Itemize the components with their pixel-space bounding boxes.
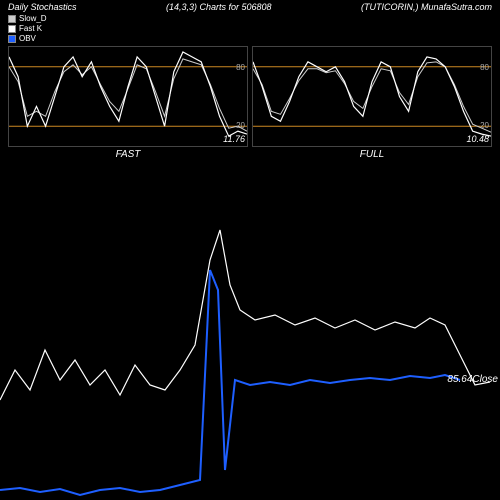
fast-chart: 80 20 11.76 FAST (8, 46, 248, 147)
axis-label: 20 (236, 121, 245, 130)
full-label: FULL (360, 149, 384, 160)
top-charts-row: 80 20 11.76 FAST 80 20 10.48 FULL (0, 44, 500, 149)
legend-fast-k: Fast K (8, 24, 492, 34)
title-center: (14,3,3) Charts for 506808 (166, 2, 272, 12)
legend-slow-d: Slow_D (8, 14, 492, 24)
close-label: 85.64Close (447, 374, 498, 385)
legend-obv: OBV (8, 34, 492, 44)
chart-header: Daily Stochastics (14,3,3) Charts for 50… (0, 0, 500, 14)
main-chart: 85.64Close (0, 170, 500, 500)
title-left: Daily Stochastics (8, 2, 77, 12)
full-chart: 80 20 10.48 FULL (252, 46, 492, 147)
axis-label: 20 (480, 121, 489, 130)
title-right: (TUTICORIN,) MunafaSutra.com (361, 2, 492, 12)
fast-label: FAST (116, 149, 141, 160)
axis-label: 80 (480, 63, 489, 72)
legend-label: Slow_D (19, 14, 47, 24)
axis-label: 80 (236, 63, 245, 72)
legend: Slow_D Fast K OBV (0, 14, 500, 44)
full-value: 10.48 (466, 134, 489, 144)
legend-label: OBV (19, 34, 36, 44)
fast-value: 11.76 (223, 134, 245, 144)
legend-box-icon (8, 25, 16, 33)
legend-box-icon (8, 15, 16, 23)
legend-box-icon (8, 35, 16, 43)
legend-label: Fast K (19, 24, 42, 34)
